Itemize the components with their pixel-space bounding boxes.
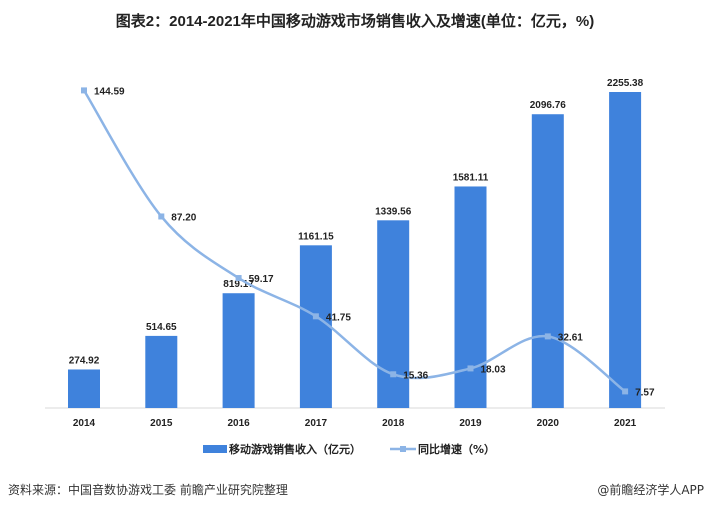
x-tick-2016: 2016: [227, 418, 250, 429]
x-tick-2019: 2019: [459, 418, 482, 429]
line-label-2016: 59.17: [249, 274, 274, 285]
x-tick-2017: 2017: [305, 418, 328, 429]
line-point-2020: [544, 333, 551, 340]
bar-2014: [68, 369, 100, 408]
line-point-2014: [81, 87, 87, 94]
x-tick-2015: 2015: [150, 418, 173, 429]
line-label-2018: 15.36: [403, 370, 428, 381]
bar-label-2015: 514.65: [146, 322, 177, 333]
line-label-2020: 32.61: [558, 332, 583, 343]
legend-line-marker: [400, 446, 406, 452]
bar-label-2021: 2255.38: [607, 78, 644, 89]
line-point-2019: [467, 365, 474, 372]
line-point-2015: [158, 213, 165, 220]
bar-label-2019: 1581.11: [453, 172, 489, 183]
line-label-2021: 7.57: [635, 387, 655, 398]
legend-line-label: 同比增速（%）: [418, 442, 495, 456]
x-tick-2018: 2018: [382, 418, 405, 429]
chart: 274.92 2014 514.65 2015 819.17 2016 1161.15 201…: [45, 78, 665, 456]
legend-bar-swatch: [203, 445, 227, 453]
bar-label-2016: 819.17: [223, 279, 254, 290]
bar-2020: [531, 114, 564, 409]
line-label-2019: 18.03: [481, 364, 506, 375]
x-tick-2020: 2020: [537, 418, 560, 429]
bar-2015: [145, 335, 178, 408]
bar-2016: [222, 293, 255, 408]
bar-2017: [299, 245, 332, 408]
line-label-2014: 144.59: [94, 86, 125, 97]
x-tick-2021: 2021: [614, 418, 637, 429]
chart-title: 图表2：2014-2021年中国移动游戏市场销售收入及增速(单位：亿元，%): [115, 13, 595, 30]
bar-2021: [609, 92, 642, 408]
legend-bar-label: 移动游戏销售收入（亿元）: [229, 442, 361, 456]
x-tick-2014: 2014: [73, 418, 96, 429]
source-note: 资料来源：中国音数协游戏工委 前瞻产业研究院整理: [8, 483, 288, 497]
line-point-2018: [390, 371, 397, 378]
bar-label-2020: 2096.76: [530, 100, 567, 111]
bar-label-2014: 274.92: [69, 355, 100, 366]
line-point-2017: [312, 313, 319, 320]
bar-label-2018: 1339.56: [375, 206, 412, 217]
line-label-2017: 41.75: [326, 312, 351, 323]
bar-label-2017: 1161.15: [298, 231, 334, 242]
line-point-2016: [235, 275, 242, 282]
line-point-2021: [622, 388, 629, 395]
line-label-2015: 87.20: [171, 212, 196, 223]
credit: @前瞻经济学人APP: [597, 483, 704, 497]
